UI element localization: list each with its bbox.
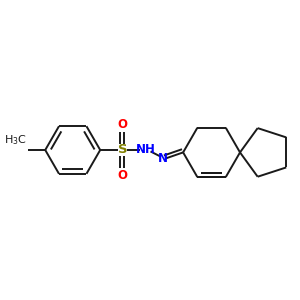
Text: S: S <box>118 143 127 157</box>
Text: NH: NH <box>136 142 155 155</box>
Text: O: O <box>117 169 128 182</box>
Text: O: O <box>117 118 128 131</box>
Text: N: N <box>158 152 168 165</box>
Text: H$_3$C: H$_3$C <box>4 133 27 147</box>
